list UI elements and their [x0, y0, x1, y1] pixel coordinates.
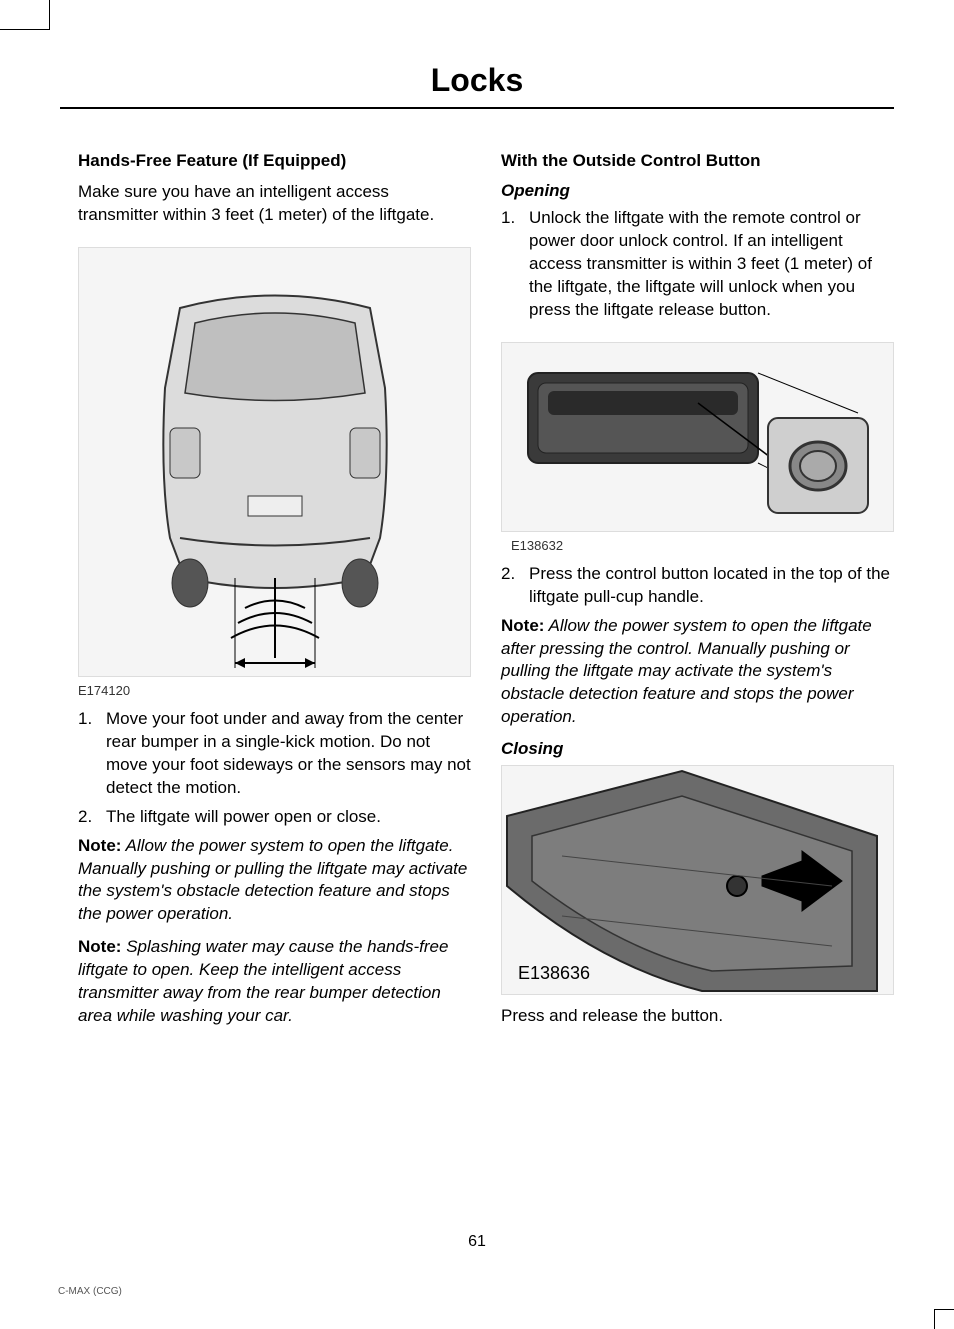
liftgate-inside-illustration: E138636 — [501, 765, 894, 995]
list-item: 1. Move your foot under and away from th… — [78, 708, 471, 800]
footer-code: C-MAX (CCG) — [58, 1286, 122, 1297]
note-text: Allow the power system to open the liftg… — [501, 616, 872, 727]
list-text: Move your foot under and away from the c… — [106, 708, 471, 800]
note-label: Note: — [78, 937, 121, 956]
figure-caption: E174120 — [78, 683, 471, 698]
crop-mark — [0, 0, 50, 30]
list-item: 2. The liftgate will power open or close… — [78, 806, 471, 829]
page-title: Locks — [60, 0, 894, 109]
page-number: 61 — [0, 1233, 954, 1251]
list-item: 1. Unlock the liftgate with the remote c… — [501, 207, 894, 322]
list-number: 1. — [78, 708, 106, 800]
note-label: Note: — [78, 836, 121, 855]
note-block: Note: Splashing water may cause the hand… — [78, 936, 471, 1028]
note-block: Note: Allow the power system to open the… — [78, 835, 471, 927]
subheading-closing: Closing — [501, 739, 894, 759]
right-column: With the Outside Control Button Opening … — [501, 151, 894, 1038]
crop-mark — [934, 1309, 954, 1329]
list-number: 2. — [78, 806, 106, 829]
section-heading-outside-button: With the Outside Control Button — [501, 151, 894, 171]
content-area: Hands-Free Feature (If Equipped) Make su… — [0, 109, 954, 1038]
vehicle-rear-svg — [140, 278, 410, 677]
note-label: Note: — [501, 616, 544, 635]
list-text: The liftgate will power open or close. — [106, 806, 381, 829]
handle-illustration — [501, 342, 894, 532]
figure-vehicle-rear: E174120 — [78, 247, 471, 698]
note-text: Allow the power system to open the liftg… — [78, 836, 467, 924]
vehicle-rear-illustration — [78, 247, 471, 677]
left-column: Hands-Free Feature (If Equipped) Make su… — [78, 151, 471, 1038]
handle-svg — [518, 353, 878, 523]
list-item: 2. Press the control button located in t… — [501, 563, 894, 609]
figure-liftgate-inside: E138636 — [501, 765, 894, 995]
liftgate-inside-svg — [502, 766, 882, 995]
list-number: 2. — [501, 563, 529, 609]
figure-caption: E138636 — [518, 963, 590, 984]
closing-text: Press and release the button. — [501, 1005, 894, 1028]
list-number: 1. — [501, 207, 529, 322]
figure-handle: E138632 — [501, 342, 894, 553]
intro-text: Make sure you have an intelligent access… — [78, 181, 471, 227]
section-heading-handsfree: Hands-Free Feature (If Equipped) — [78, 151, 471, 171]
note-text: Splashing water may cause the hands-free… — [78, 937, 448, 1025]
list-text: Unlock the liftgate with the remote cont… — [529, 207, 894, 322]
figure-caption: E138632 — [501, 538, 894, 553]
list-text: Press the control button located in the … — [529, 563, 894, 609]
note-block: Note: Allow the power system to open the… — [501, 615, 894, 730]
subheading-opening: Opening — [501, 181, 894, 201]
